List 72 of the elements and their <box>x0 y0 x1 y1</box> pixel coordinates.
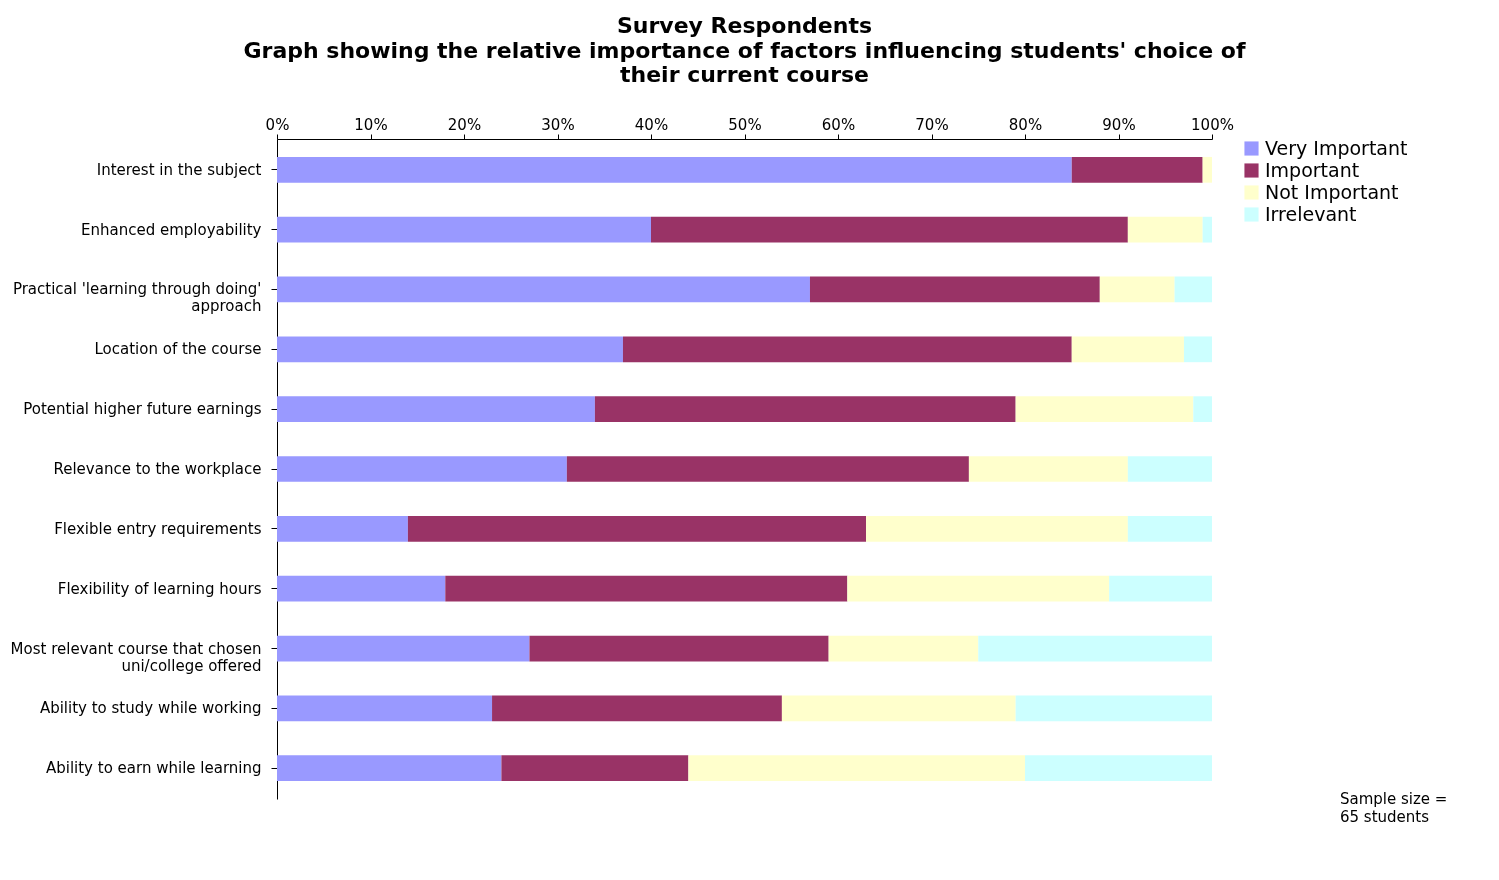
bar <box>277 216 651 243</box>
bar <box>492 695 782 722</box>
bar <box>1109 575 1212 602</box>
bar <box>277 396 595 423</box>
bar <box>847 575 1110 602</box>
bar <box>828 635 979 662</box>
bar <box>1015 695 1212 722</box>
bar <box>277 156 1072 183</box>
bar <box>866 515 1128 542</box>
x-tick-label: 100% <box>1191 115 1234 134</box>
bar <box>1015 396 1194 423</box>
bar <box>1099 276 1175 303</box>
bar <box>1127 456 1212 482</box>
y-tick-label: Potential higher future earnings <box>23 400 262 419</box>
bar <box>1193 396 1212 423</box>
bar <box>968 456 1128 482</box>
bar <box>501 755 689 782</box>
x-tick-label: 90% <box>1102 115 1136 134</box>
bar <box>1127 515 1212 542</box>
legend-label: Not Important <box>1265 180 1399 203</box>
bar <box>1202 216 1212 243</box>
x-tick-label: 60% <box>821 115 856 134</box>
x-tick-label: 10% <box>354 115 388 134</box>
legend-label: Important <box>1265 158 1360 181</box>
bar <box>781 695 1016 722</box>
bar <box>978 635 1212 662</box>
legend-label: Very Important <box>1265 136 1408 159</box>
y-tick-label: Interest in the subject <box>96 160 262 179</box>
bar <box>529 635 829 662</box>
y-tick-label: Flexibility of learning hours <box>57 579 262 598</box>
x-tick-label: 80% <box>1008 115 1043 134</box>
bar <box>622 336 1072 363</box>
bar <box>277 635 530 662</box>
bar <box>407 515 867 542</box>
bar <box>277 456 567 482</box>
bar <box>1127 216 1203 243</box>
x-tick-label: 70% <box>915 115 949 134</box>
bar <box>277 336 623 363</box>
bar <box>277 575 446 602</box>
bar <box>277 276 810 303</box>
bar <box>651 216 1128 243</box>
x-tick-label: 0% <box>265 115 290 134</box>
bar <box>1202 156 1212 183</box>
bar <box>277 695 493 722</box>
bar <box>594 396 1016 423</box>
y-tick-label: Enhanced employability <box>80 220 262 239</box>
bar <box>1183 336 1212 363</box>
bar <box>1071 336 1184 363</box>
y-tick-label: Flexible entry requirements <box>54 519 262 538</box>
bar <box>1025 755 1212 782</box>
legend-label: Irrelevant <box>1265 202 1357 225</box>
y-tick-label: Most relevant course that chosen uni/college offered <box>10 639 262 675</box>
y-tick-label: Location of the course <box>94 340 262 359</box>
x-tick-label: 20% <box>447 115 482 134</box>
x-tick-label: 50% <box>728 115 762 134</box>
chart-subtitle: Graph showing the relative importance of factors influencing students' choice of their current course <box>243 38 1246 87</box>
bar <box>809 276 1100 303</box>
y-tick-label: Ability to study while working <box>39 699 262 718</box>
bar <box>445 575 848 602</box>
bar <box>1071 156 1203 183</box>
x-tick-label: 30% <box>541 115 575 134</box>
y-tick-label: Ability to earn while learning <box>45 759 262 778</box>
bar <box>277 755 502 782</box>
text: Sample size = 65 students <box>1340 790 1449 826</box>
y-tick-label: Practical 'learning through doing' approach <box>12 280 262 316</box>
bar <box>1174 276 1212 303</box>
bar <box>688 755 1025 782</box>
y-tick-label: Relevance to the workplace <box>53 460 262 478</box>
bar <box>277 515 408 542</box>
x-tick-label: 40% <box>634 115 669 134</box>
chart-title: Survey Respondents <box>616 13 873 38</box>
bar <box>566 456 969 482</box>
